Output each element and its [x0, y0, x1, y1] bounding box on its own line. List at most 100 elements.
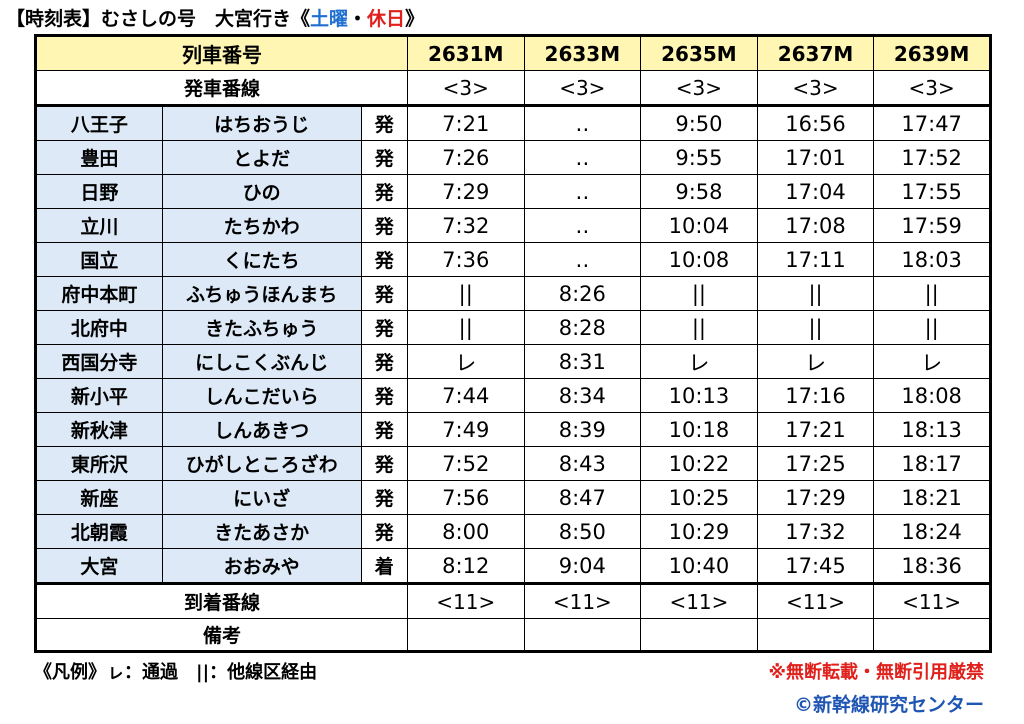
station-name: 東所沢 [35, 446, 163, 481]
station-reading: にいざ [161, 480, 362, 515]
time-cell: 17:04 [756, 174, 875, 209]
station-reading: きたあさか [161, 514, 362, 549]
departure-track-label: 発車番線 [35, 70, 408, 106]
time-cell: || [406, 276, 525, 311]
time-cell: 17:21 [756, 412, 875, 447]
arrival-track-row: 到着番線 <11> <11> <11> <11> <11> [35, 582, 991, 619]
time-cell: 8:26 [523, 276, 642, 311]
time-cell: 8:43 [523, 446, 642, 481]
time-cell: 8:28 [523, 310, 642, 345]
time-cell: レ [873, 344, 991, 379]
station-row: 日野 ひの発 7:29 ‥ 9:58 17:04 17:55 [35, 174, 991, 209]
train-number-row: 列車番号 2631M 2633M 2635M 2637M 2639M [35, 35, 991, 71]
station-reading: ひがしところざわ [161, 446, 362, 481]
time-cell: 18:21 [873, 480, 991, 515]
time-cell: 10:22 [640, 446, 758, 481]
arr-dep-marker: 発 [360, 446, 408, 481]
time-cell: 10:13 [640, 378, 758, 413]
time-cell: 10:18 [640, 412, 758, 447]
time-cell: || [640, 276, 758, 311]
station-row: 豊田 とよだ発 7:26 ‥ 9:55 17:01 17:52 [35, 140, 991, 175]
time-cell: 17:47 [873, 104, 991, 141]
title-prefix: 【時刻表】むさしの号 大宮行き《 [6, 8, 311, 30]
arr-dep-marker: 発 [360, 140, 408, 175]
time-cell: 9:50 [640, 104, 758, 141]
station-reading: とよだ [161, 140, 362, 175]
time-cell: 7:26 [406, 140, 525, 175]
remarks-label: 備考 [35, 618, 408, 652]
departure-track: <3> [873, 70, 991, 106]
time-cell: 7:52 [406, 446, 525, 481]
time-cell: 8:12 [406, 548, 525, 584]
station-reading: ふちゅうほんまち [161, 276, 362, 311]
station-name: 新小平 [35, 378, 163, 413]
time-cell: 7:44 [406, 378, 525, 413]
time-cell: 7:32 [406, 208, 525, 243]
time-cell: 18:13 [873, 412, 991, 447]
station-reading: おおみや [161, 548, 362, 584]
title-dot: ・ [348, 8, 368, 30]
time-cell: || [873, 276, 991, 311]
departure-track: <3> [640, 70, 758, 106]
time-cell: レ [406, 344, 525, 379]
station-reading: くにたち [161, 242, 362, 277]
station-row: 新座 にいざ発 7:56 8:47 10:25 17:29 18:21 [35, 480, 991, 515]
station-name: 国立 [35, 242, 163, 277]
arrival-track: <11> [406, 582, 525, 619]
station-name: 北府中 [35, 310, 163, 345]
time-cell: || [640, 310, 758, 345]
time-cell: 17:08 [756, 208, 875, 243]
time-cell: 17:52 [873, 140, 991, 175]
time-cell: 7:29 [406, 174, 525, 209]
arr-dep-marker: 発 [360, 344, 408, 379]
time-cell: 8:39 [523, 412, 642, 447]
time-cell: ‥ [523, 208, 642, 243]
time-cell: 7:21 [406, 104, 525, 141]
train-number-label: 列車番号 [35, 35, 408, 71]
time-cell: ‥ [523, 104, 642, 141]
departure-track: <3> [756, 70, 875, 106]
time-cell: 17:11 [756, 242, 875, 277]
time-cell: || [406, 310, 525, 345]
page-title: 【時刻表】むさしの号 大宮行き《土曜・休日》 [6, 4, 424, 34]
station-row: 大宮 おおみや着 8:12 9:04 10:40 17:45 18:36 [35, 548, 991, 584]
time-cell: 17:45 [756, 548, 875, 584]
station-name: 八王子 [35, 104, 163, 141]
departure-track-row: 発車番線 <3> <3> <3> <3> <3> [35, 70, 991, 106]
arrival-track-label: 到着番線 [35, 582, 408, 619]
time-cell: 8:50 [523, 514, 642, 549]
station-row: 国立 くにたち発 7:36 ‥ 10:08 17:11 18:03 [35, 242, 991, 277]
remarks-row: 備考 [35, 618, 991, 652]
station-name: 新秋津 [35, 412, 163, 447]
time-cell: 8:00 [406, 514, 525, 549]
legend: 《凡例》ㇾ：通過 ||：他線区経由 [34, 662, 318, 683]
time-cell: 17:25 [756, 446, 875, 481]
station-row: 八王子 はちおうじ発 7:21 ‥ 9:50 16:56 17:47 [35, 104, 991, 141]
remarks-cell [640, 618, 758, 652]
remarks-cell [523, 618, 642, 652]
arr-dep-marker: 発 [360, 208, 408, 243]
time-cell: 18:24 [873, 514, 991, 549]
time-cell: 18:08 [873, 378, 991, 413]
remarks-cell [406, 618, 525, 652]
title-suffix: 》 [405, 8, 425, 30]
station-reading: たちかわ [161, 208, 362, 243]
time-cell: 8:47 [523, 480, 642, 515]
time-cell: || [873, 310, 991, 345]
time-cell: 10:04 [640, 208, 758, 243]
time-cell: 17:16 [756, 378, 875, 413]
arr-dep-marker: 発 [360, 276, 408, 311]
station-name: 西国分寺 [35, 344, 163, 379]
time-cell: 17:55 [873, 174, 991, 209]
time-cell: 10:29 [640, 514, 758, 549]
arrival-track: <11> [873, 582, 991, 619]
time-cell: ‥ [523, 140, 642, 175]
station-row: 北府中 きたふちゅう発 || 8:28 || || || [35, 310, 991, 345]
train-number: 2633M [523, 35, 642, 71]
train-number: 2637M [756, 35, 875, 71]
time-cell: 18:03 [873, 242, 991, 277]
station-reading: きたふちゅう [161, 310, 362, 345]
copyright: ©新幹線研究センター [793, 694, 984, 716]
arr-dep-marker: 発 [360, 514, 408, 549]
time-cell: 7:36 [406, 242, 525, 277]
